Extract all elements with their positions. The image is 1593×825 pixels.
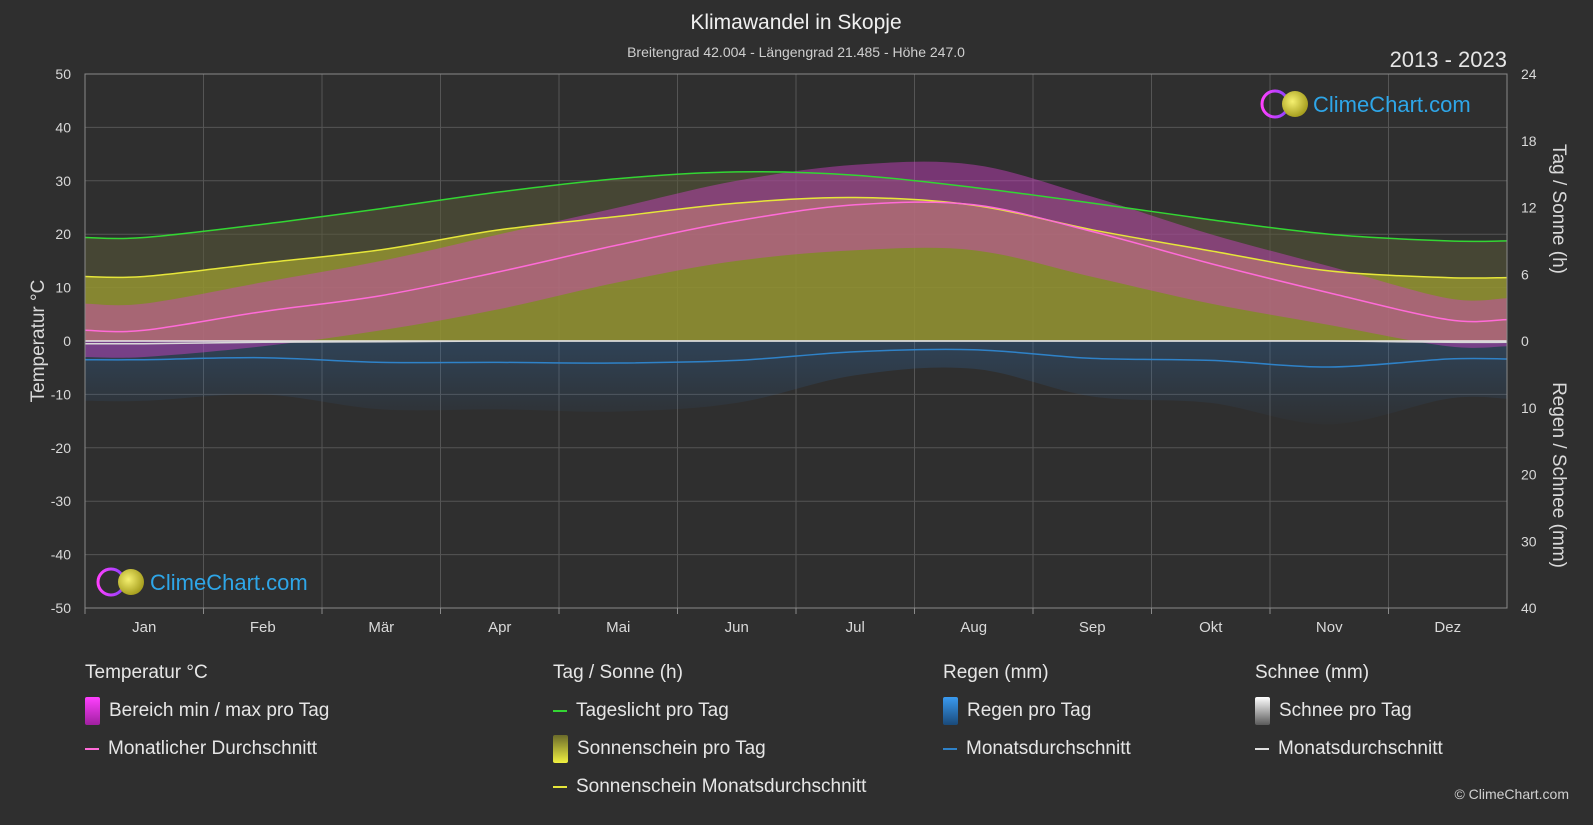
daylight-swatch: [553, 710, 567, 712]
legend-temperature-heading: Temperatur °C: [85, 662, 208, 683]
logo-bottom: ClimeChart.com: [96, 567, 308, 597]
legend-sun: Tag / Sonne (h) Tageslicht pro Tag Sonne…: [553, 660, 866, 812]
left-tick-label: -10: [51, 386, 71, 402]
legend-snow: Schnee (mm) Schnee pro Tag Monatsdurchsc…: [1255, 660, 1443, 774]
sunshine-area: [85, 171, 1507, 341]
month-label: Jun: [725, 619, 749, 636]
right-tick-label-mm: 40: [1521, 600, 1537, 616]
right-tick-label-hours: 24: [1521, 66, 1537, 82]
left-tick-label: 30: [55, 173, 71, 189]
month-label: Aug: [960, 619, 987, 636]
legend-item-temp-range: Bereich min / max pro Tag: [85, 697, 330, 725]
legend-item-daylight: Tageslicht pro Tag: [553, 698, 866, 724]
legend: Temperatur °C Bereich min / max pro Tag …: [0, 660, 1593, 810]
chart: Klimawandel in Skopje Breitengrad 42.004…: [28, 11, 1569, 636]
legend-label: Sonnenschein Monatsdurchschnitt: [576, 776, 867, 797]
temp-avg-swatch: [85, 748, 99, 750]
month-label: Sep: [1079, 619, 1106, 636]
left-tick-label: -40: [51, 547, 71, 563]
sunshine-per-day-area: [85, 197, 1507, 341]
sunshine-avg-line: [84, 196, 1508, 279]
temp-range-swatch: [85, 697, 100, 725]
right-tick-label-hours: 18: [1521, 133, 1537, 149]
month-label: Apr: [488, 619, 511, 636]
right-axis-label-top: Tag / Sonne (h): [1548, 144, 1569, 274]
left-axis-label: Temperatur °C: [28, 280, 49, 403]
right-tick-label-hours: 0: [1521, 333, 1529, 349]
legend-rain-heading: Regen (mm): [943, 662, 1049, 683]
sunshine-swatch: [553, 735, 568, 763]
temp-range-band: [85, 161, 1507, 358]
rain-area: [85, 341, 1507, 425]
rain-per-day-area: [85, 341, 1507, 425]
legend-label: Tageslicht pro Tag: [576, 700, 729, 721]
legend-item-sunshine: Sonnenschein pro Tag: [553, 735, 866, 763]
left-tick-label: -20: [51, 440, 71, 456]
month-label: Jul: [846, 619, 865, 636]
legend-snow-heading: Schnee (mm): [1255, 662, 1370, 683]
legend-temperature: Temperatur °C Bereich min / max pro Tag …: [85, 660, 329, 774]
sunshine-avg-swatch: [553, 786, 567, 788]
left-tick-label: 50: [55, 66, 71, 82]
right-tick-label-mm: 10: [1521, 400, 1537, 416]
legend-rain: Regen (mm) Regen pro Tag Monatsdurchschn…: [943, 660, 1131, 774]
rain-avg-line: [84, 348, 1508, 368]
month-label: Mai: [606, 619, 630, 636]
month-label: Jan: [132, 619, 156, 636]
legend-item-rain: Regen pro Tag: [943, 697, 1131, 725]
legend-sun-heading: Tag / Sonne (h): [553, 662, 683, 683]
copyright: © ClimeChart.com: [1454, 786, 1569, 802]
left-tick-label: 40: [55, 119, 71, 135]
left-tick-label: 0: [63, 333, 71, 349]
right-axis-label-bottom: Regen / Schnee (mm): [1548, 382, 1569, 568]
daylight-line: [84, 171, 1508, 243]
left-tick-label: -30: [51, 493, 71, 509]
legend-label: Schnee pro Tag: [1279, 700, 1412, 721]
legend-label: Monatsdurchschnitt: [1278, 738, 1443, 759]
legend-item-temp-avg: Monatlicher Durchschnitt: [85, 736, 329, 762]
legend-label: Monatlicher Durchschnitt: [108, 738, 318, 759]
legend-label: Sonnenschein pro Tag: [577, 738, 766, 759]
legend-item-sunshine-avg: Sonnenschein Monatsdurchschnitt: [553, 774, 866, 800]
logo-sun-icon: [1282, 91, 1308, 117]
right-tick-label-mm: 20: [1521, 467, 1537, 483]
logo-sun-icon: [118, 569, 144, 595]
legend-item-snow-avg: Monatsdurchschnitt: [1255, 736, 1443, 762]
month-labels: Jan Feb Mär Apr Mai Jun Jul Aug Sep Okt Nov Dez: [84, 608, 1461, 636]
month-label: Dez: [1434, 619, 1461, 636]
logo-text-top: ClimeChart.com: [1313, 92, 1471, 117]
legend-label: Bereich min / max pro Tag: [109, 700, 330, 721]
rain-avg-swatch: [943, 748, 957, 750]
left-tick-label: -50: [51, 600, 71, 616]
chart-title: Klimawandel in Skopje: [690, 11, 901, 34]
right-tick-label-hours: 6: [1521, 266, 1529, 282]
right-tick-label-hours: 12: [1521, 200, 1537, 216]
temperature-range-area: [85, 161, 1507, 358]
temp-avg-line: [84, 201, 1508, 333]
right-tick-label-mm: 30: [1521, 533, 1537, 549]
snow-avg-swatch: [1255, 748, 1269, 750]
series-lines: [84, 171, 1508, 368]
rain-swatch: [943, 697, 958, 725]
month-label: Okt: [1199, 619, 1223, 636]
snow-swatch: [1255, 697, 1270, 725]
logo-text-bottom: ClimeChart.com: [150, 570, 308, 595]
legend-label: Regen pro Tag: [967, 700, 1092, 721]
left-tick-label: 10: [55, 280, 71, 296]
right-axis-ticks: 24 18 12 6 0 10 20 30 40: [1521, 66, 1537, 616]
month-label: Feb: [250, 619, 276, 636]
left-tick-label: 20: [55, 226, 71, 242]
snow-avg-line: [84, 340, 1508, 345]
month-label: Nov: [1316, 619, 1343, 636]
legend-item-rain-avg: Monatsdurchschnitt: [943, 736, 1131, 762]
month-label: Mär: [368, 619, 394, 636]
year-range: 2013 - 2023: [1390, 47, 1507, 72]
logo-top: ClimeChart.com: [1260, 89, 1471, 119]
left-axis-ticks: 50 40 30 20 10 0 -10 -20 -30 -40 -50: [51, 66, 71, 616]
legend-item-snow: Schnee pro Tag: [1255, 697, 1443, 725]
chart-subtitle: Breitengrad 42.004 - Längengrad 21.485 -…: [627, 44, 965, 60]
legend-label: Monatsdurchschnitt: [966, 738, 1131, 759]
